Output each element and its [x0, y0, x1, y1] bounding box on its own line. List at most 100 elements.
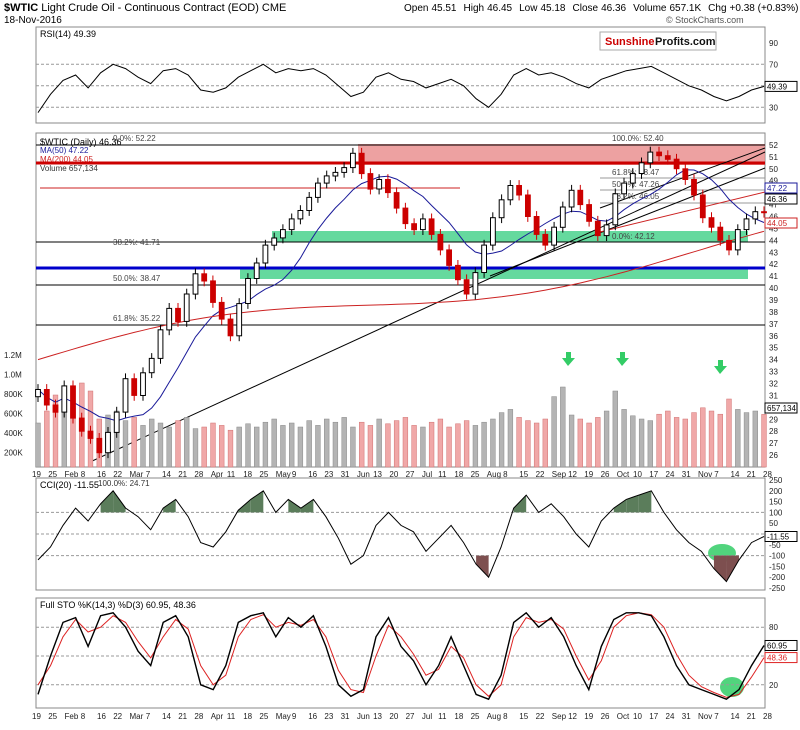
price-x-axis-tick: Aug	[487, 470, 501, 479]
price-axis-tick: 38	[769, 308, 778, 317]
volume-bar	[603, 410, 610, 468]
price-axis-tick: 31	[769, 391, 778, 400]
cci-axis-tick: 200	[769, 487, 783, 496]
cci-panel	[35, 477, 766, 591]
candle-body	[323, 175, 330, 184]
rsi-current-label-box	[764, 80, 798, 92]
candle-body	[647, 151, 654, 164]
volume-bar	[175, 420, 181, 468]
bottom-x-axis-tick: 12	[568, 712, 577, 721]
rsi-axis-tick: 30	[769, 103, 778, 112]
volume-bar	[411, 425, 417, 468]
volume-bar	[455, 423, 461, 468]
fib-label: 38.2%: 41.71	[113, 238, 161, 247]
green-arrow-icon	[616, 352, 629, 366]
price-x-axis-tick: 28	[763, 470, 772, 479]
volume-bar	[52, 394, 59, 468]
candle-body	[131, 378, 138, 396]
candle-body	[437, 233, 444, 251]
legend-ma200: MA(200) 44.05	[40, 155, 93, 164]
volume-bar	[647, 420, 653, 468]
candle-body	[533, 216, 540, 235]
candle-body	[105, 431, 111, 454]
cci-axis-tick: -150	[769, 562, 786, 571]
price-x-axis-tick: 22	[113, 470, 122, 479]
price-x-axis-tick: 8	[81, 470, 86, 479]
price-x-axis-tick: Jul	[422, 470, 432, 479]
bottom-x-axis-tick: Jun	[357, 712, 370, 721]
candle-body	[551, 226, 558, 246]
ma200-line	[37, 230, 765, 361]
bottom-x-axis-tick: 22	[536, 712, 545, 721]
candle-body	[612, 193, 619, 226]
price-x-axis-tick: 7	[714, 470, 719, 479]
candle-body	[691, 179, 697, 196]
candle-body	[367, 173, 374, 190]
volume-axis-tick: 200K	[4, 449, 23, 458]
cci-axis-tick: 150	[769, 498, 783, 507]
volume-bar	[297, 426, 304, 468]
candle-body	[385, 179, 391, 194]
volume-bar	[568, 414, 575, 468]
bottom-x-axis-tick: 18	[454, 712, 463, 721]
cci-axis-tick: 50	[769, 519, 778, 528]
volume-bar	[507, 409, 514, 468]
bottom-x-axis-tick: Nov	[698, 712, 712, 721]
price-x-axis-tick: 10	[633, 470, 642, 479]
price-x-axis-tick: 14	[731, 470, 740, 479]
price-x-axis-tick: 27	[406, 470, 415, 479]
volume-bar	[341, 417, 347, 468]
price-label-ma50-box	[764, 182, 798, 194]
price-axis-tick: 42	[769, 260, 778, 269]
sto-d-current-label-box	[764, 652, 798, 664]
volume-bar	[498, 412, 505, 468]
candle-body	[664, 155, 671, 160]
candle-body	[673, 158, 680, 170]
candle-body	[393, 192, 400, 209]
volume-bar	[376, 418, 382, 468]
volume-axis-tick: 800K	[4, 390, 23, 399]
cci-overbought-area	[100, 490, 114, 513]
volume-bar	[490, 418, 496, 468]
bottom-x-axis-tick: Sep	[552, 712, 567, 721]
cci-overbought-area	[288, 499, 301, 513]
price-axis-tick: 27	[769, 439, 778, 448]
candle-body	[761, 211, 767, 214]
volume-bar	[752, 410, 758, 468]
volume-bar	[735, 409, 741, 468]
candle-body	[752, 211, 759, 220]
bottom-x-axis-tick: 25	[48, 712, 57, 721]
volume-bar	[612, 390, 618, 468]
cci-axis-tick: -50	[769, 541, 781, 550]
candle-body	[52, 404, 59, 413]
bottom-x-axis-tick: 11	[227, 712, 236, 721]
price-x-axis-tick: 12	[568, 470, 577, 479]
bottom-x-axis-tick: 11	[438, 712, 447, 721]
volume-bar	[332, 421, 339, 468]
price-axis-tick: 37	[769, 320, 778, 329]
price-x-axis-tick: 17	[649, 470, 658, 479]
volume-bar	[656, 413, 662, 468]
ma50-line	[37, 169, 765, 422]
cci-overbought-area	[626, 495, 639, 513]
candle-body	[428, 218, 435, 235]
candle-body	[306, 196, 313, 211]
cci-oversold-area	[713, 555, 727, 582]
price-axis-tick: 26	[769, 451, 778, 460]
candle-body	[297, 210, 304, 220]
volume-bar	[35, 422, 41, 468]
cci-fib-annotation: 100.0%: 24.71	[98, 479, 150, 488]
bottom-x-axis-tick: 28	[763, 712, 772, 721]
candle-body	[682, 168, 689, 181]
volume-bar	[350, 426, 356, 468]
candle-body	[78, 417, 85, 432]
volume-bar	[691, 412, 697, 468]
cci-overbought-area	[613, 499, 627, 513]
price-x-axis-tick: Feb	[65, 470, 79, 479]
ohlc-readout: Open 45.51 High 46.45 Low 45.18 Close 46.36 Volu…	[404, 3, 798, 14]
cci-axis-tick: 100	[769, 508, 783, 517]
price-x-axis-tick: Oct	[617, 470, 630, 479]
candle-body	[507, 185, 514, 201]
